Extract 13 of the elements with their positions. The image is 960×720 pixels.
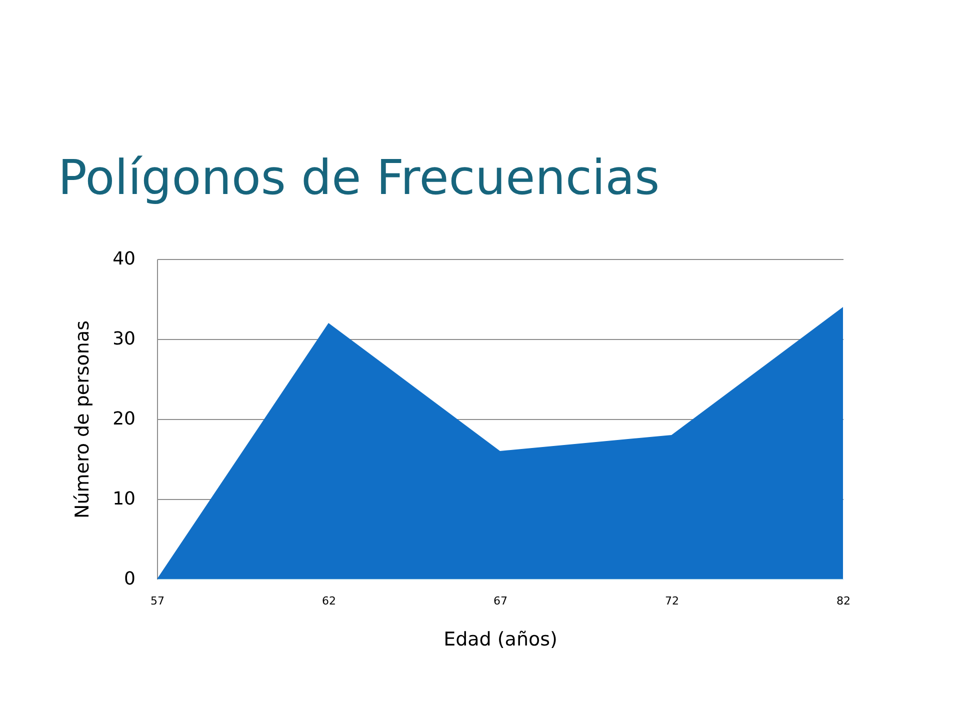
y-axis-title: Número de personas [72, 320, 94, 518]
y-tick-label: 10 [112, 488, 136, 510]
x-tick-label: 67 [494, 594, 508, 608]
y-tick-label: 0 [124, 568, 136, 590]
y-tick-label: 20 [112, 408, 136, 430]
chart-title: Polígonos de Frecuencias [58, 150, 660, 206]
x-tick-label: 82 [836, 594, 850, 608]
x-tick-label: 62 [322, 594, 336, 608]
x-tick-label: 72 [665, 594, 679, 608]
y-tick-label: 40 [112, 248, 136, 270]
x-axis-title: Edad (años) [444, 628, 558, 650]
x-tick-label: 57 [150, 594, 164, 608]
y-tick-label: 30 [112, 328, 136, 350]
